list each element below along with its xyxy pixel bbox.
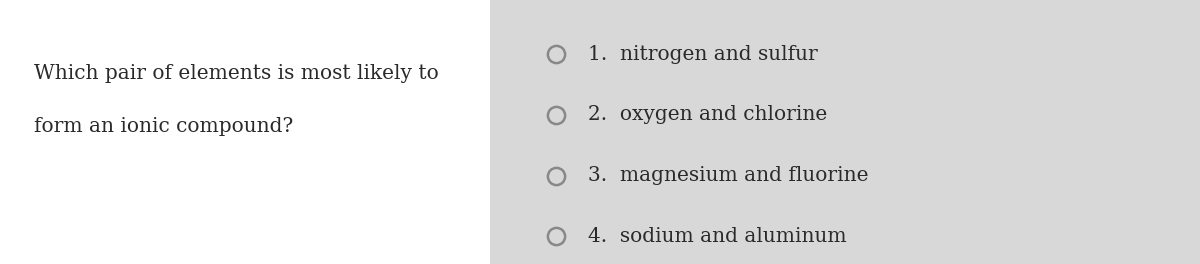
- Text: Which pair of elements is most likely to: Which pair of elements is most likely to: [34, 64, 438, 83]
- Point: [546, 173, 565, 178]
- Point: [546, 52, 565, 56]
- Text: 1.  nitrogen and sulfur: 1. nitrogen and sulfur: [588, 45, 817, 64]
- Bar: [490, 0, 1200, 264]
- Text: 2.  oxygen and chlorine: 2. oxygen and chlorine: [588, 105, 827, 124]
- Point: [546, 234, 565, 238]
- Text: 3.  magnesium and fluorine: 3. magnesium and fluorine: [588, 166, 869, 185]
- Point: [546, 113, 565, 117]
- Text: form an ionic compound?: form an ionic compound?: [34, 117, 293, 136]
- Text: 4.  sodium and aluminum: 4. sodium and aluminum: [588, 227, 847, 246]
